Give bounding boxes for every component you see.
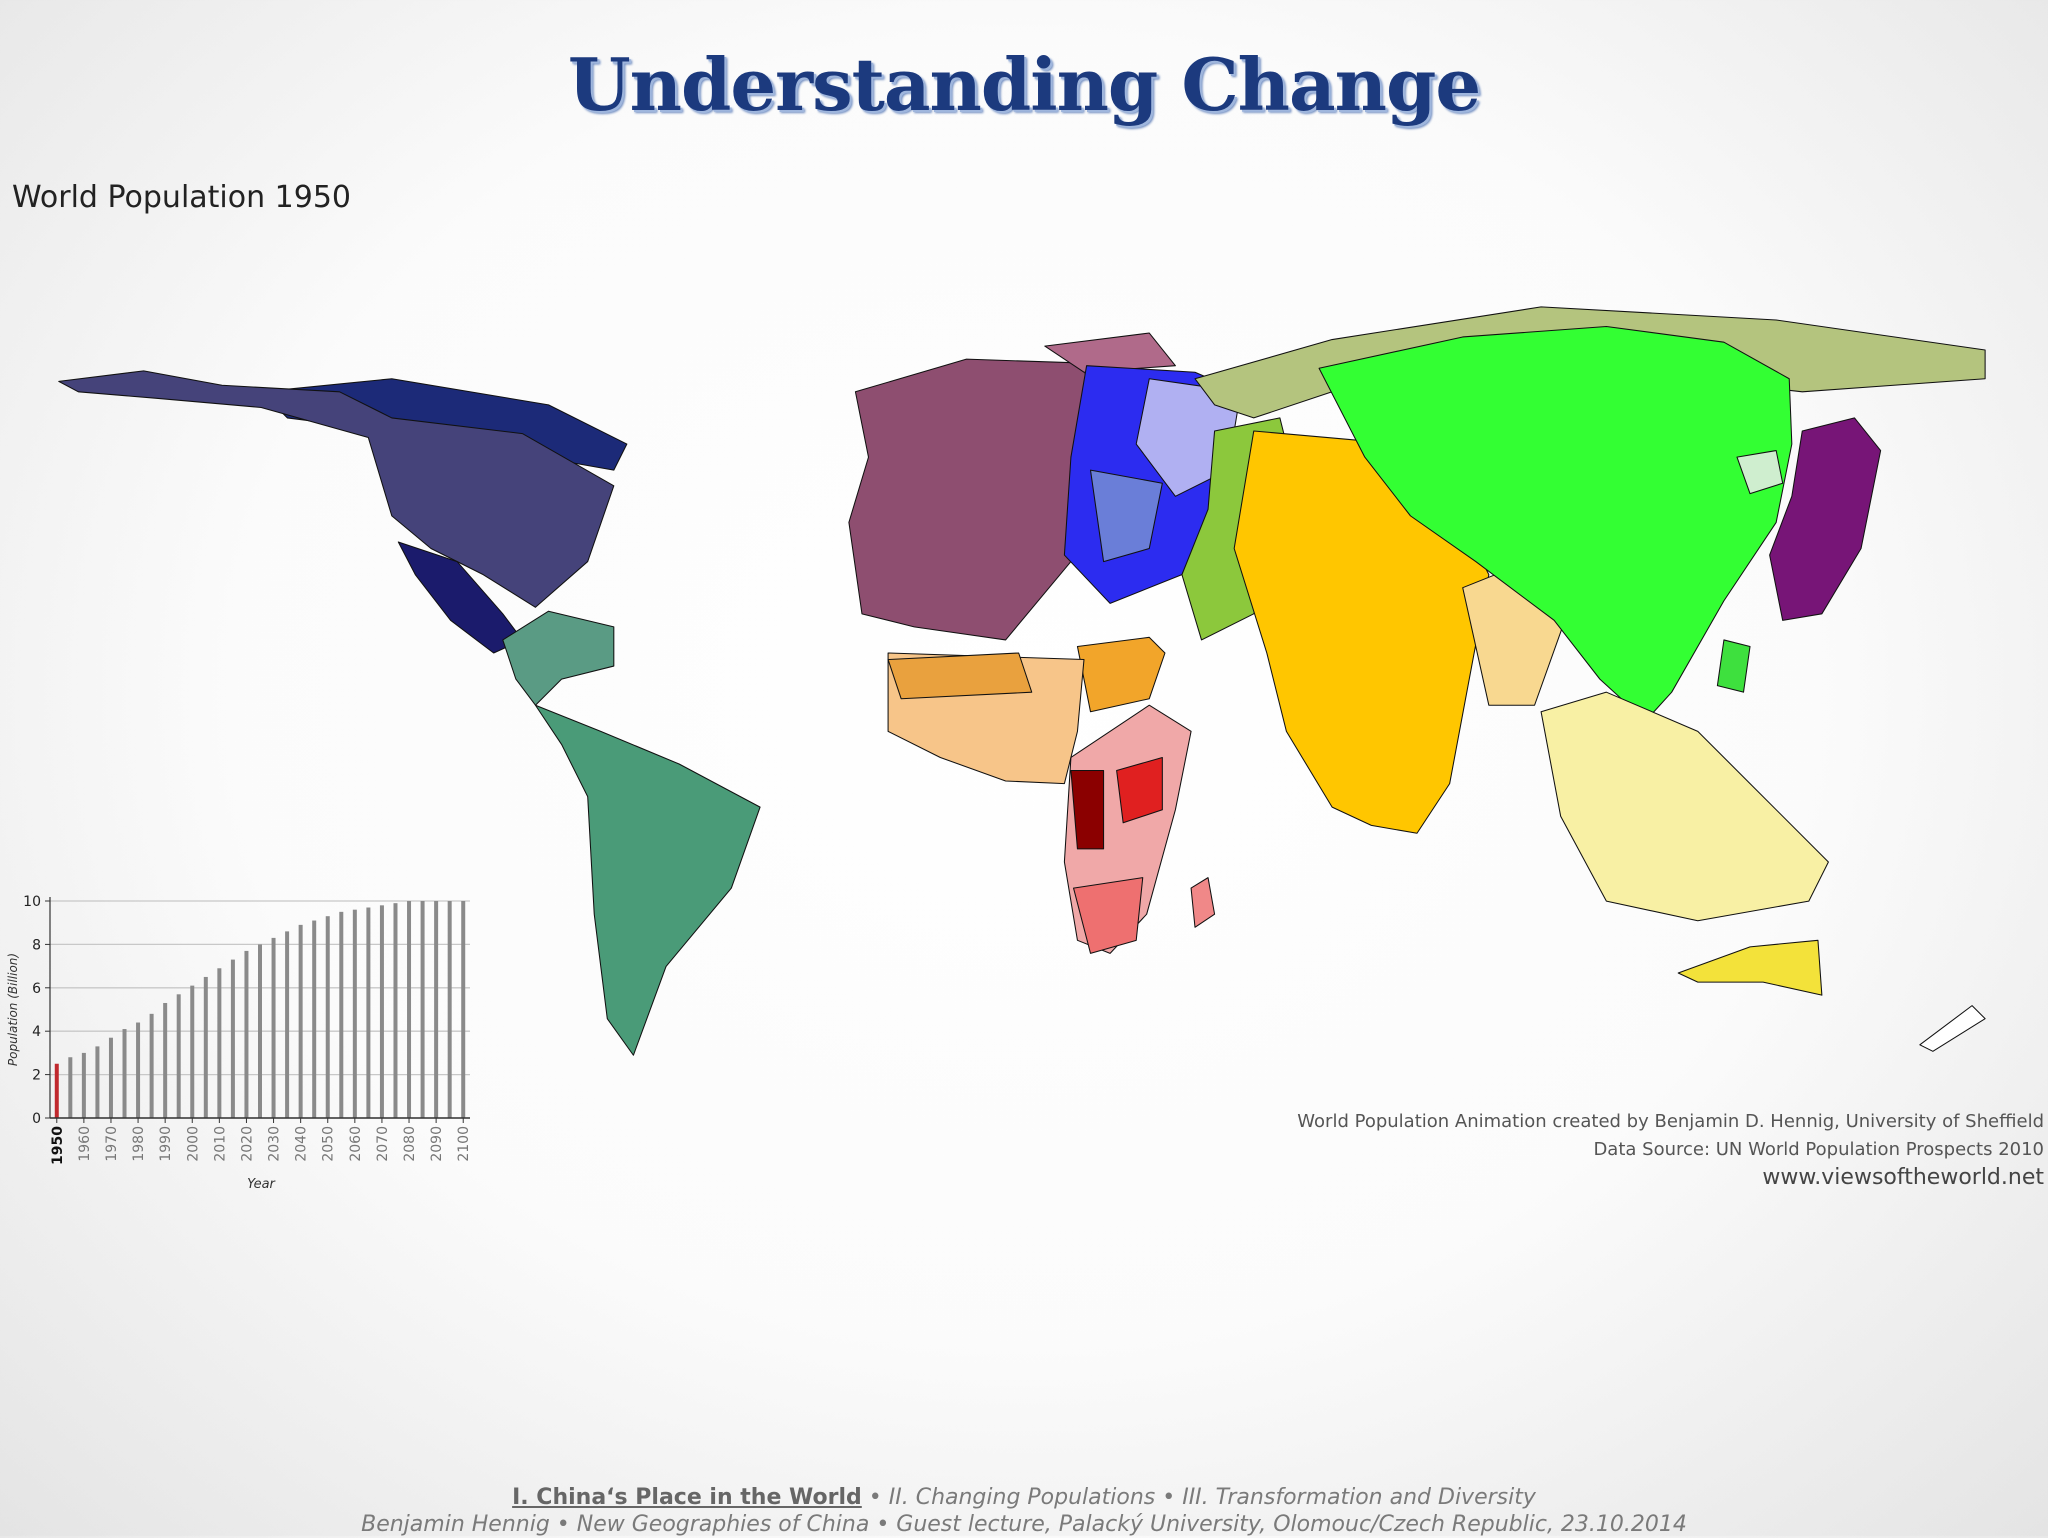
x-tick-label: 2040: [294, 1126, 310, 1162]
x-tick-label: 2070: [375, 1126, 391, 1162]
slide-title: Understanding Change: [567, 42, 1481, 127]
x-tick-label: 2030: [267, 1126, 283, 1162]
map-region: [1919, 1005, 1986, 1052]
map-region: [1318, 325, 1793, 722]
bar: [258, 944, 262, 1118]
y-tick-label: 6: [32, 981, 41, 997]
bar: [95, 1046, 100, 1118]
map-region: [848, 358, 1098, 641]
map-region: [1089, 469, 1163, 563]
bar: [244, 950, 249, 1118]
bar: [54, 1063, 59, 1118]
credit-url: www.viewsoftheworld.net: [1762, 1165, 2044, 1190]
bar: [122, 1029, 127, 1118]
bar: [203, 976, 208, 1118]
map-region: [1677, 939, 1823, 996]
x-tick-label: 1950: [50, 1126, 66, 1165]
footer-credit: Benjamin Hennig • New Geographies of Chi…: [361, 1512, 1687, 1537]
map-region: [1073, 877, 1144, 954]
bar: [176, 994, 181, 1118]
map-title: World Population 1950: [12, 180, 352, 215]
bar: [339, 911, 344, 1118]
map-region: [1769, 417, 1882, 621]
x-tick-label: 2100: [456, 1126, 472, 1162]
y-tick-label: 4: [32, 1024, 41, 1040]
bar: [379, 905, 384, 1118]
y-tick-label: 2: [32, 1068, 41, 1084]
bar: [217, 968, 222, 1118]
x-tick-label: 1980: [131, 1126, 147, 1162]
bar: [163, 1002, 168, 1118]
bar: [190, 985, 195, 1118]
x-tick-label: 2010: [212, 1126, 228, 1162]
map-region: [1716, 639, 1751, 693]
footer: I. China‘s Place in the World • II. Chan…: [0, 1484, 2048, 1538]
bar: [407, 901, 412, 1118]
map-region: [58, 370, 615, 608]
map-region: [1076, 636, 1166, 713]
bar: [461, 901, 466, 1118]
credit-line: World Population Animation created by Be…: [1297, 1111, 2044, 1132]
bar: [325, 916, 330, 1118]
x-tick-label: 1990: [158, 1126, 174, 1162]
bar: [149, 1013, 154, 1118]
map-region: [1540, 691, 1829, 922]
bar: [447, 901, 452, 1118]
map-region: [887, 652, 1033, 700]
map-region: [1736, 450, 1784, 495]
bar: [352, 909, 357, 1118]
bar: [230, 959, 235, 1118]
x-tick-label: 2060: [348, 1126, 364, 1162]
population-chart: 0 2 4 6 8 10 1950 1960 1970 1980 1990 2000 2010 2020 2…: [6, 894, 472, 1192]
y-axis-label: Population (Billion): [6, 953, 20, 1066]
other-sections: • II. Changing Populations • III. Transf…: [861, 1485, 1536, 1510]
x-tick-label: 2020: [239, 1126, 255, 1162]
map-region: [1190, 877, 1216, 928]
x-axis-label: Year: [247, 1177, 276, 1192]
x-tick-label: 1970: [104, 1126, 120, 1162]
bar: [68, 1057, 73, 1118]
bar: [271, 937, 276, 1118]
credit-line: Data Source: UN World Population Prospec…: [1593, 1139, 2044, 1160]
y-tick-label: 0: [32, 1111, 41, 1127]
footer-nav: I. China‘s Place in the World • II. Chan…: [0, 1484, 2048, 1511]
bar: [366, 907, 371, 1118]
map-region: [1116, 756, 1163, 824]
map-region: [534, 704, 761, 1056]
credits: World Population Animation created by Be…: [1297, 1108, 2044, 1192]
bar: [393, 903, 398, 1118]
x-tick-label: 2090: [429, 1126, 445, 1162]
current-section[interactable]: I. China‘s Place in the World: [512, 1485, 862, 1510]
bar: [81, 1052, 86, 1118]
bar: [108, 1037, 113, 1118]
map-region: [1070, 770, 1105, 850]
cartogram-map: [58, 306, 1986, 1056]
x-tick-label: 2000: [185, 1126, 201, 1162]
y-tick-label: 8: [32, 937, 41, 953]
bar: [136, 1022, 141, 1118]
bar: [420, 901, 425, 1118]
map-region: [1044, 332, 1176, 373]
x-tick-label: 2050: [321, 1126, 337, 1162]
bar: [298, 924, 303, 1118]
bar: [285, 931, 290, 1118]
bar: [312, 920, 317, 1118]
x-tick-label: 2080: [402, 1126, 418, 1162]
bar: [434, 901, 439, 1118]
map-region: [502, 610, 615, 706]
y-tick-label: 10: [23, 894, 41, 910]
x-tick-label: 1960: [77, 1126, 93, 1162]
